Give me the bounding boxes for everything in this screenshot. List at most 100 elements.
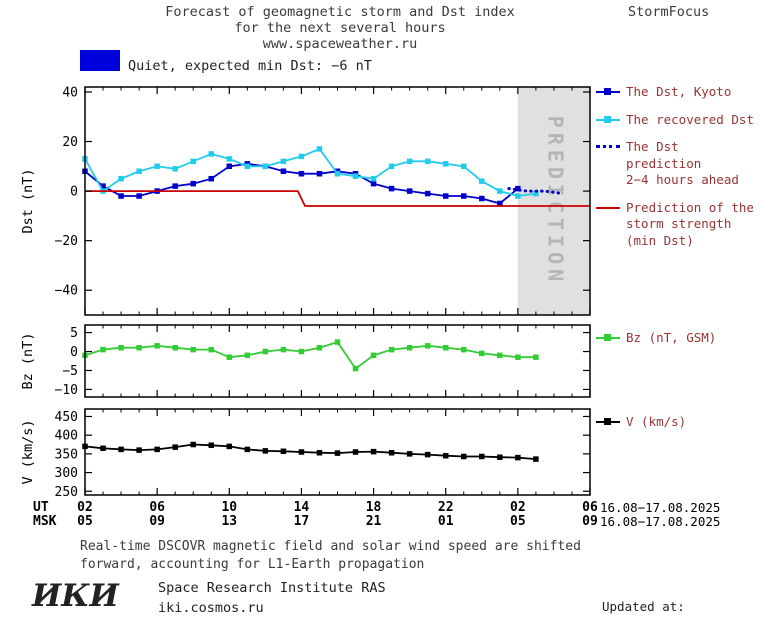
data-point xyxy=(298,348,305,355)
data-point xyxy=(118,175,124,182)
data-point xyxy=(370,175,377,182)
data-point xyxy=(424,158,431,165)
data-point xyxy=(497,352,503,359)
dst-kyoto-symbol-icon xyxy=(596,87,620,98)
data-point xyxy=(298,153,305,160)
data-point xyxy=(370,180,377,187)
data-point xyxy=(208,442,214,449)
y-tick-label: −40 xyxy=(55,284,78,299)
data-point xyxy=(136,193,142,199)
data-point xyxy=(406,188,413,194)
data-point xyxy=(461,453,467,460)
plot-frame xyxy=(84,324,591,398)
data-point xyxy=(280,448,287,455)
data-point xyxy=(515,354,521,360)
data-point xyxy=(479,350,485,357)
data-point xyxy=(280,168,287,175)
storm-strength-symbol-icon xyxy=(596,203,620,214)
x-axis-row-msk: MSK 16.08−17.08.2025 05 09 13 17 21 01 05 09 xyxy=(0,514,760,529)
ut-row-label: UT xyxy=(33,500,49,515)
x-tick-label: 02 xyxy=(510,500,526,515)
y-tick-label: 400 xyxy=(55,429,78,444)
data-point xyxy=(442,193,449,199)
data-point xyxy=(461,163,467,170)
data-point xyxy=(118,344,124,351)
x-tick-label: 06 xyxy=(149,500,165,515)
y-tick-label: 350 xyxy=(55,447,78,462)
data-point xyxy=(262,448,269,454)
y-tick-label: 450 xyxy=(55,410,78,425)
data-point xyxy=(118,193,124,199)
y-tick-label: 250 xyxy=(55,485,78,498)
y-axis-label: Dst (nT) xyxy=(20,168,36,233)
x-tick-label: 01 xyxy=(437,514,454,529)
data-point xyxy=(406,344,413,351)
series-line xyxy=(507,187,565,196)
data-point xyxy=(226,443,233,450)
legend-label: 2−4 hours ahead xyxy=(626,172,739,187)
x-tick-label: 13 xyxy=(221,514,238,529)
y-tick-label: 300 xyxy=(55,466,78,481)
legend-label: V (km/s) xyxy=(626,414,687,429)
series-line xyxy=(85,190,590,207)
data-point xyxy=(208,151,214,157)
data-point xyxy=(280,346,287,353)
updated-label: Updated at: xyxy=(602,599,685,614)
x-tick-label: 10 xyxy=(221,500,238,515)
chart-svg-1: 5 0 −5 −10 Bz (nT) xyxy=(20,324,591,398)
page-title-line-2: for the next several hours xyxy=(234,20,446,36)
legend-item-storm-strength: Prediction of the storm strength (min Ds… xyxy=(596,200,758,250)
data-point xyxy=(461,346,467,353)
legend-label: (min Dst) xyxy=(626,232,694,248)
data-point xyxy=(388,449,395,456)
legend-item-dst-kyoto: The Dst, Kyoto xyxy=(596,84,758,101)
data-point xyxy=(100,445,106,452)
data-point xyxy=(262,163,269,170)
y-axis-label: Bz (nT) xyxy=(20,333,36,390)
data-point xyxy=(352,365,359,372)
x-tick-label: 02 xyxy=(77,500,93,515)
institute-name: Space Research Institute RAS xyxy=(158,580,386,596)
x-tick-label: 18 xyxy=(365,500,382,515)
data-point xyxy=(316,146,323,152)
data-point xyxy=(515,454,521,461)
y-tick-label: 0 xyxy=(70,185,78,200)
data-point xyxy=(424,451,431,458)
legend-label: The Dst, Kyoto xyxy=(626,84,732,99)
data-point xyxy=(280,158,287,165)
dst-prediction-symbol-icon xyxy=(596,142,620,153)
ut-date-range: 16.08−17.08.2025 xyxy=(600,500,721,515)
v-symbol-icon xyxy=(596,417,620,428)
data-point xyxy=(370,448,377,455)
y-tick-label: −10 xyxy=(55,383,78,398)
prediction-watermark: PREDICTION xyxy=(543,116,567,286)
data-point xyxy=(515,193,521,199)
x-tick-label: 05 xyxy=(77,514,93,529)
data-point xyxy=(406,451,413,457)
msk-date-range: 16.08−17.08.2025 xyxy=(600,514,721,529)
data-point xyxy=(208,346,214,353)
chart-svg-2: 250 300 350 400 450 V (km/s) xyxy=(20,408,591,498)
brand-stormfocus: StormFocus xyxy=(628,4,710,20)
data-point xyxy=(316,170,323,177)
x-axis-row-ut: UT 16.08−17.08.2025 02 06 10 14 18 22 02 06 xyxy=(0,500,760,515)
data-point xyxy=(190,180,196,187)
data-point xyxy=(190,346,196,353)
chart-svg-0: PREDICTION −40 −20 0 20 40 Dst (nT) xyxy=(20,85,591,316)
data-point xyxy=(208,175,214,182)
data-point xyxy=(172,166,178,172)
x-tick-label: 05 xyxy=(510,514,526,529)
legend-item-bz: Bz (nT, GSM) xyxy=(596,330,716,347)
data-point xyxy=(497,454,503,460)
data-point xyxy=(172,444,178,450)
bz-symbol-icon xyxy=(596,333,620,344)
y-tick-label: −20 xyxy=(55,234,78,249)
y-tick-label: 5 xyxy=(70,326,78,341)
data-point xyxy=(424,190,431,197)
msk-row-label: MSK xyxy=(33,514,57,529)
y-tick-label: −5 xyxy=(62,364,78,379)
data-point xyxy=(154,343,160,349)
data-point xyxy=(172,344,178,351)
data-point xyxy=(244,352,251,359)
